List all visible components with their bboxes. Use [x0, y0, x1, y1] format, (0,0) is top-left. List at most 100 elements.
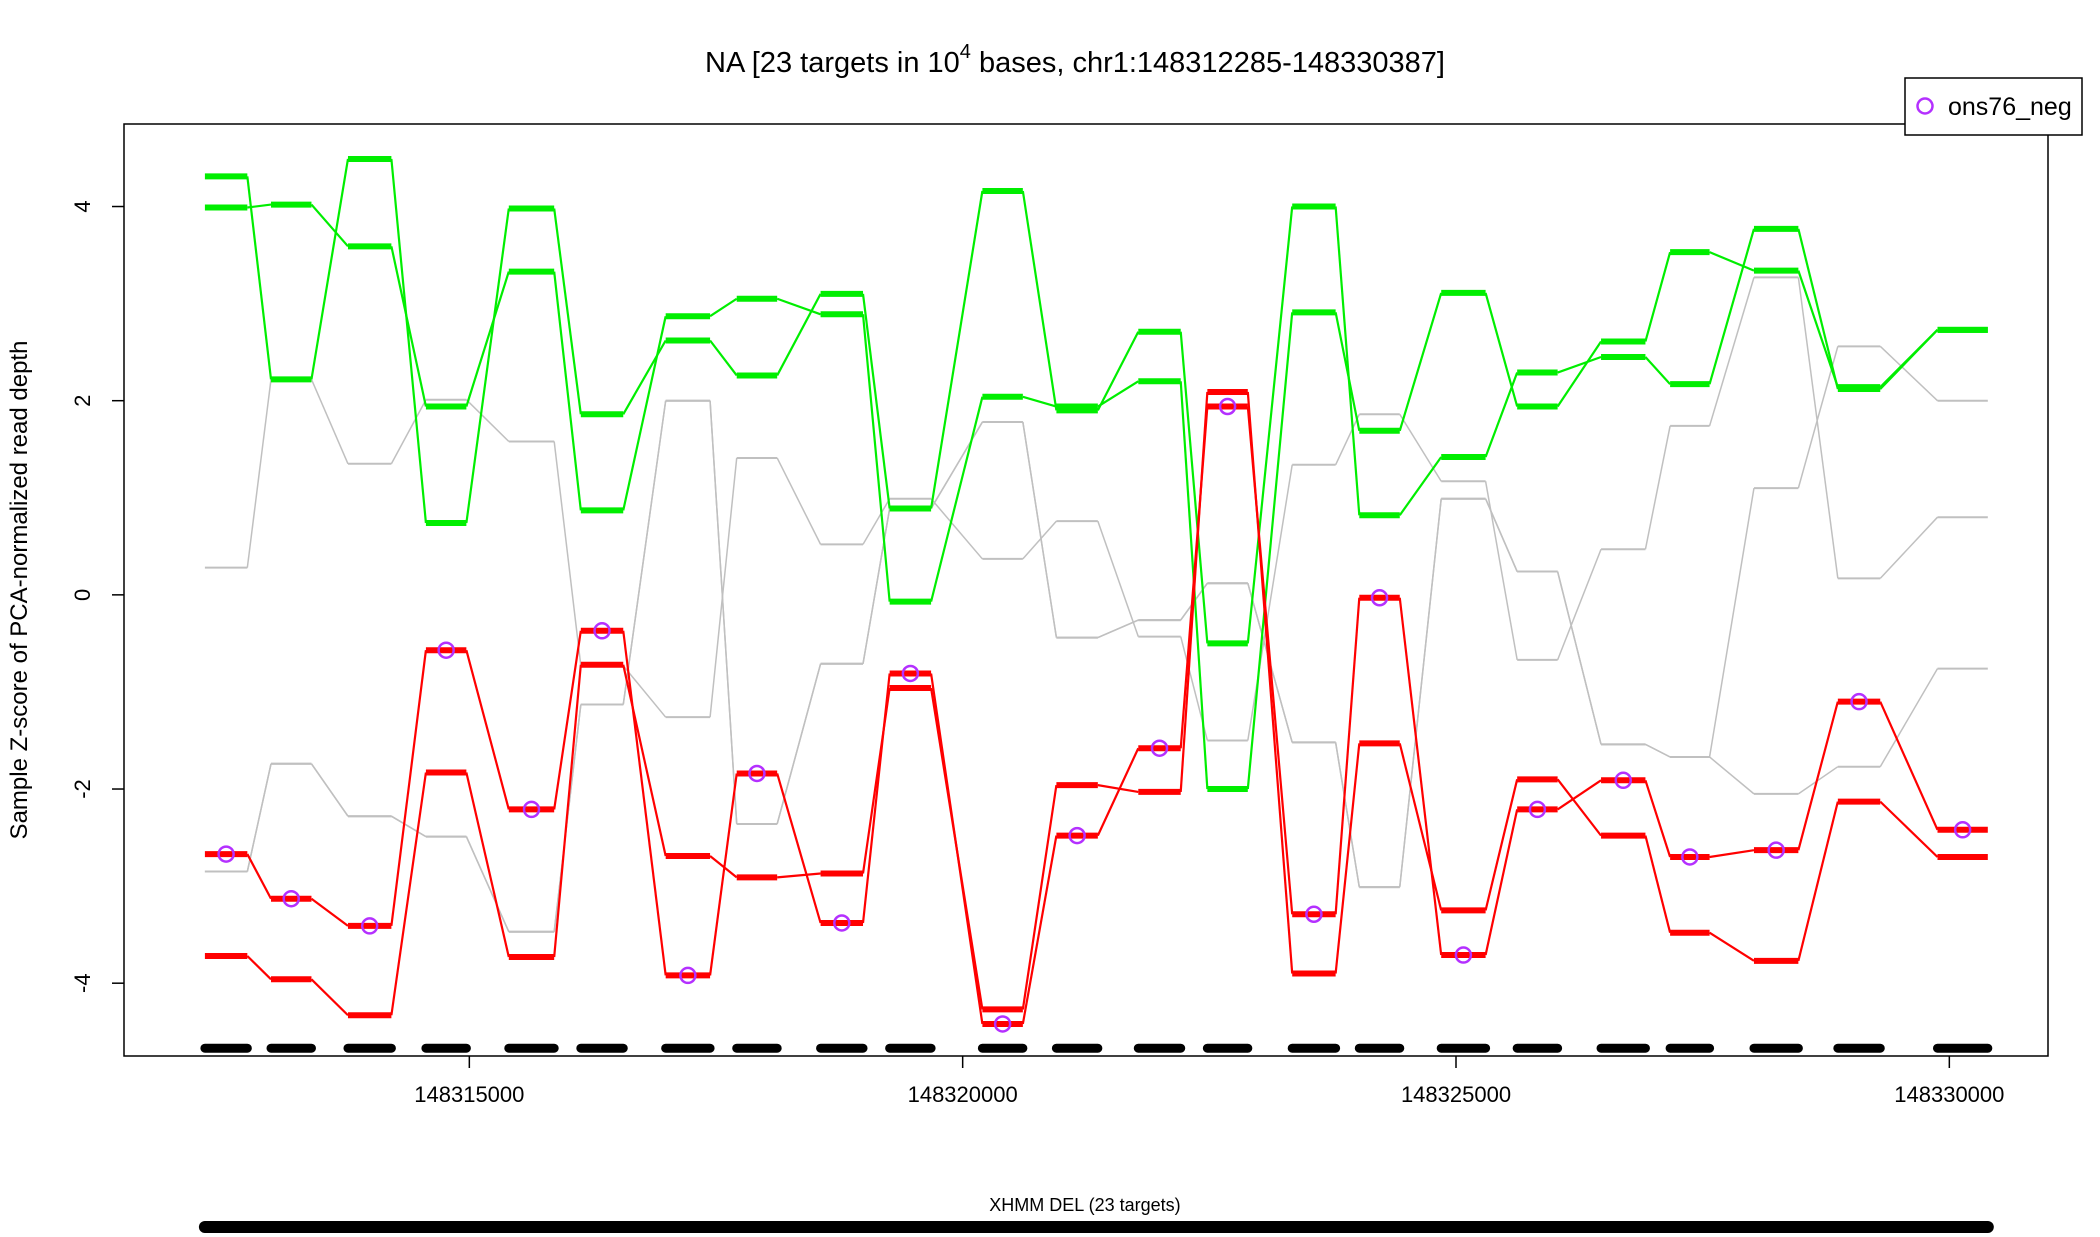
series-connector — [1797, 801, 1839, 962]
title-prefix: NA [23 targets in 10 — [705, 47, 960, 79]
series-connector — [390, 650, 428, 927]
series-connector — [776, 297, 821, 316]
series-connector — [1097, 784, 1139, 794]
series-connector — [1246, 206, 1294, 644]
series-connector — [1556, 548, 1602, 661]
series-connector — [246, 763, 272, 872]
series-connector — [1246, 312, 1294, 790]
series-connector — [1021, 190, 1058, 411]
data-point-marker — [282, 889, 300, 908]
series-connector — [1334, 206, 1361, 516]
series-connector — [1644, 425, 1671, 550]
y-tick-label: -2 — [70, 779, 95, 799]
series-connector — [861, 293, 891, 509]
data-point-marker — [522, 800, 541, 819]
series-connector — [622, 315, 667, 511]
data-point-marker — [1370, 589, 1389, 607]
series-connector — [709, 339, 738, 377]
series-connector — [1022, 520, 1057, 560]
series-connector — [622, 664, 667, 857]
series-connector — [776, 457, 822, 545]
series-connector — [1399, 498, 1442, 888]
y-tick-label: 2 — [70, 395, 95, 407]
series-connector — [1334, 312, 1361, 431]
series-connector — [708, 773, 738, 976]
series-connector — [777, 872, 821, 879]
legend: ons76_neg — [1904, 77, 2083, 136]
series-connector — [391, 815, 427, 838]
series-connector — [1709, 849, 1755, 859]
series-connector — [390, 772, 428, 1016]
series-connector — [1879, 516, 1939, 579]
series-connector — [1246, 406, 1294, 915]
series-connector — [1021, 784, 1058, 1010]
series-connector — [709, 400, 738, 825]
series-connector — [1556, 340, 1602, 408]
data-point-marker — [1454, 946, 1473, 964]
series-connector — [465, 208, 510, 524]
x-tick-label: 148315000 — [414, 1082, 524, 1107]
series-connector — [1179, 331, 1209, 644]
series-connector — [310, 897, 349, 927]
data-point-marker — [1850, 692, 1868, 711]
series-connector — [930, 498, 983, 560]
data-point-marker — [679, 966, 697, 985]
y-axis: -4 -2 0 2 4 — [70, 200, 124, 993]
series-connector — [862, 508, 891, 664]
data-point-marker — [217, 845, 235, 863]
series-connector — [861, 673, 891, 924]
series-connector — [1484, 292, 1519, 407]
series-connector — [1879, 701, 1939, 831]
series-connector — [465, 772, 510, 958]
series-gray — [204, 276, 1988, 742]
legend-label: ons76_neg — [1948, 93, 2072, 121]
series-connector — [1097, 380, 1139, 408]
series-connector — [1797, 277, 1839, 579]
series-connector — [1645, 743, 1671, 758]
series-connector — [622, 665, 667, 718]
series-connector — [1797, 270, 1839, 388]
series-gray — [204, 345, 1988, 933]
series-connector — [1097, 619, 1139, 639]
series-connector — [862, 498, 891, 545]
series-connector — [553, 271, 582, 511]
series-connector — [930, 421, 984, 509]
series-connector — [553, 441, 582, 666]
series-connector — [310, 763, 349, 817]
series-connector — [776, 663, 822, 825]
series-connector — [930, 190, 984, 509]
series-connector — [1097, 520, 1140, 637]
series-connector — [1398, 597, 1443, 956]
legend-marker-icon — [1916, 97, 1934, 115]
series-connector — [1398, 743, 1443, 911]
data-point-marker — [1150, 739, 1169, 757]
series-connector — [1096, 747, 1140, 837]
series-connector — [1797, 766, 1839, 795]
series-connector — [1556, 778, 1602, 837]
series-connector — [930, 673, 984, 1025]
data-point-marker — [993, 1015, 1012, 1033]
series-connector — [1334, 742, 1361, 888]
x-tick-label: 148330000 — [1894, 1082, 2004, 1107]
series-connector — [1484, 779, 1519, 911]
x-tick-label: 148325000 — [1401, 1082, 1511, 1107]
data-point-marker — [833, 914, 851, 932]
series-connector — [1096, 331, 1140, 411]
series-connector — [1644, 251, 1672, 342]
series-connector — [1644, 779, 1672, 858]
data-point-marker — [1305, 905, 1323, 924]
series-connector — [465, 399, 510, 442]
series-connector — [310, 203, 349, 248]
series-green — [204, 155, 1988, 647]
y-tick-label: -4 — [70, 973, 95, 993]
series-connector — [1708, 931, 1755, 962]
series-connector — [1556, 571, 1602, 745]
series-connector — [1399, 413, 1442, 482]
series-layer — [204, 155, 1988, 1033]
series-connector — [553, 208, 582, 415]
series-connector — [246, 955, 272, 981]
series-connector — [776, 293, 822, 376]
y-tick-label: 4 — [70, 200, 95, 212]
series-connector — [390, 158, 428, 524]
series-connector — [1708, 277, 1755, 427]
